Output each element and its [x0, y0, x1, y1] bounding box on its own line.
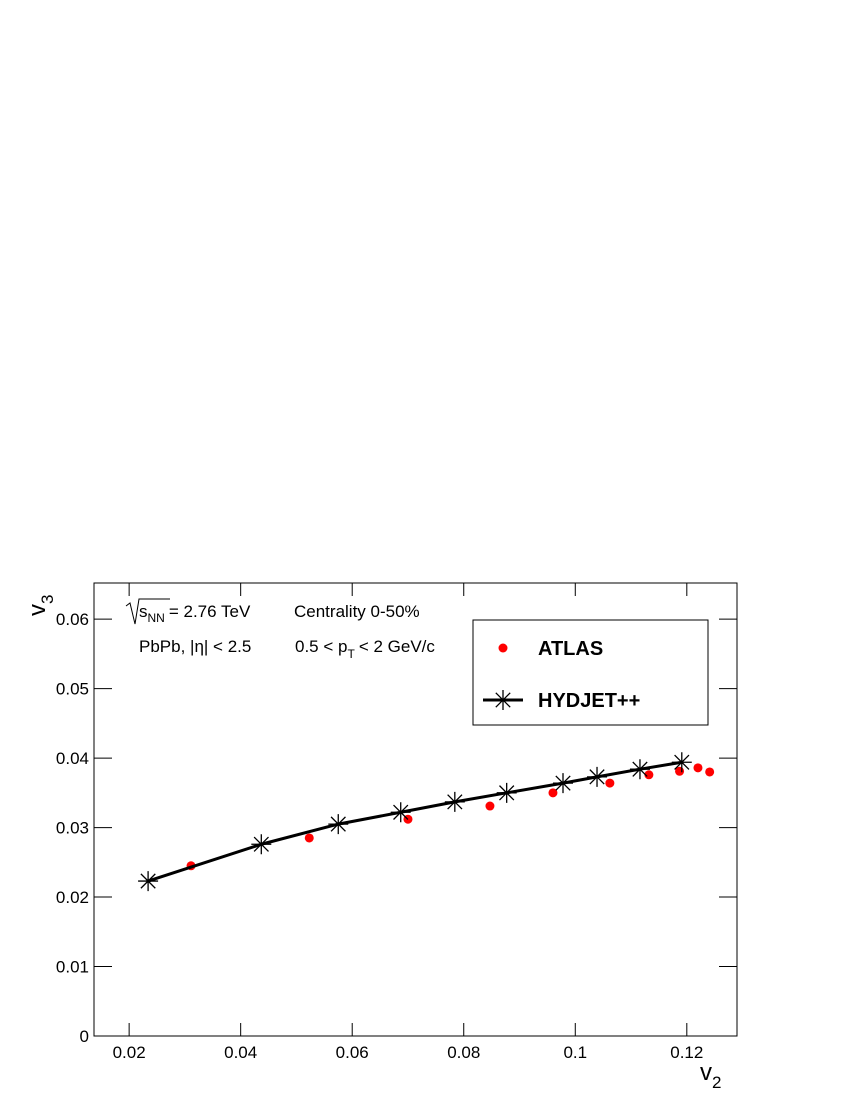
x-tick-label: 0.1 [563, 1043, 587, 1062]
marker [548, 788, 558, 798]
sqrt-sign [125, 598, 170, 625]
x-tick-label: 0.06 [336, 1043, 369, 1062]
legend-label: HYDJET++ [538, 690, 640, 712]
marker [693, 763, 703, 773]
annotation-sub: T [347, 647, 355, 661]
y-tick-label: 0.06 [56, 610, 89, 629]
y-tick-label: 0.01 [56, 958, 89, 977]
marker [251, 834, 272, 855]
marker [390, 802, 411, 823]
axis-title-text: v [24, 604, 51, 616]
annotation-text: < 2 GeV/c [359, 637, 436, 656]
x-tick-label: 0.08 [447, 1043, 480, 1062]
plot-frame [93, 582, 738, 1037]
y-tick-label: 0.02 [56, 888, 89, 907]
legend-marker [493, 690, 513, 710]
marker [444, 791, 465, 812]
marker [705, 767, 715, 777]
y-tick-label: 0.03 [56, 819, 89, 838]
annotation: PbPb, |η| < 2.5 [139, 637, 251, 656]
annotation: 0.5 < pT < 2 GeV/c [295, 637, 435, 661]
y-tick-label: 0.05 [56, 680, 89, 699]
legend-label: ATLAS [538, 638, 603, 660]
x-tick-label: 0.04 [224, 1043, 257, 1062]
axis-title-sub: 3 [38, 595, 57, 604]
marker [605, 778, 615, 788]
legend-marker [498, 643, 508, 653]
annotation-text: s [139, 602, 148, 621]
series-line [147, 760, 683, 883]
axis-title-sub: 2 [712, 1073, 721, 1092]
y-tick-label: 0.04 [56, 749, 89, 768]
marker [328, 814, 349, 835]
x-tick-label: 0.02 [113, 1043, 146, 1062]
legend-box [472, 619, 709, 726]
axis-title-text: v [700, 1059, 712, 1086]
x-axis-title: v2 [700, 1059, 721, 1092]
marker [138, 871, 159, 892]
marker [629, 759, 650, 780]
annotation: Centrality 0-50% [294, 602, 420, 621]
x-tick-label: 0.12 [670, 1043, 703, 1062]
marker [587, 766, 608, 787]
annotation: sNN = 2.76 TeV [139, 602, 251, 625]
marker [485, 801, 495, 811]
y-tick-label: 0 [80, 1027, 89, 1046]
marker [644, 770, 654, 780]
marker [304, 833, 314, 843]
annotation-text: = 2.76 TeV [169, 602, 251, 621]
y-axis-title: v3 [24, 595, 57, 616]
marker [553, 773, 574, 794]
marker [671, 752, 692, 773]
marker [496, 782, 517, 803]
annotation-sub: NN [148, 611, 165, 625]
annotation-text: 0.5 < p [295, 637, 347, 656]
